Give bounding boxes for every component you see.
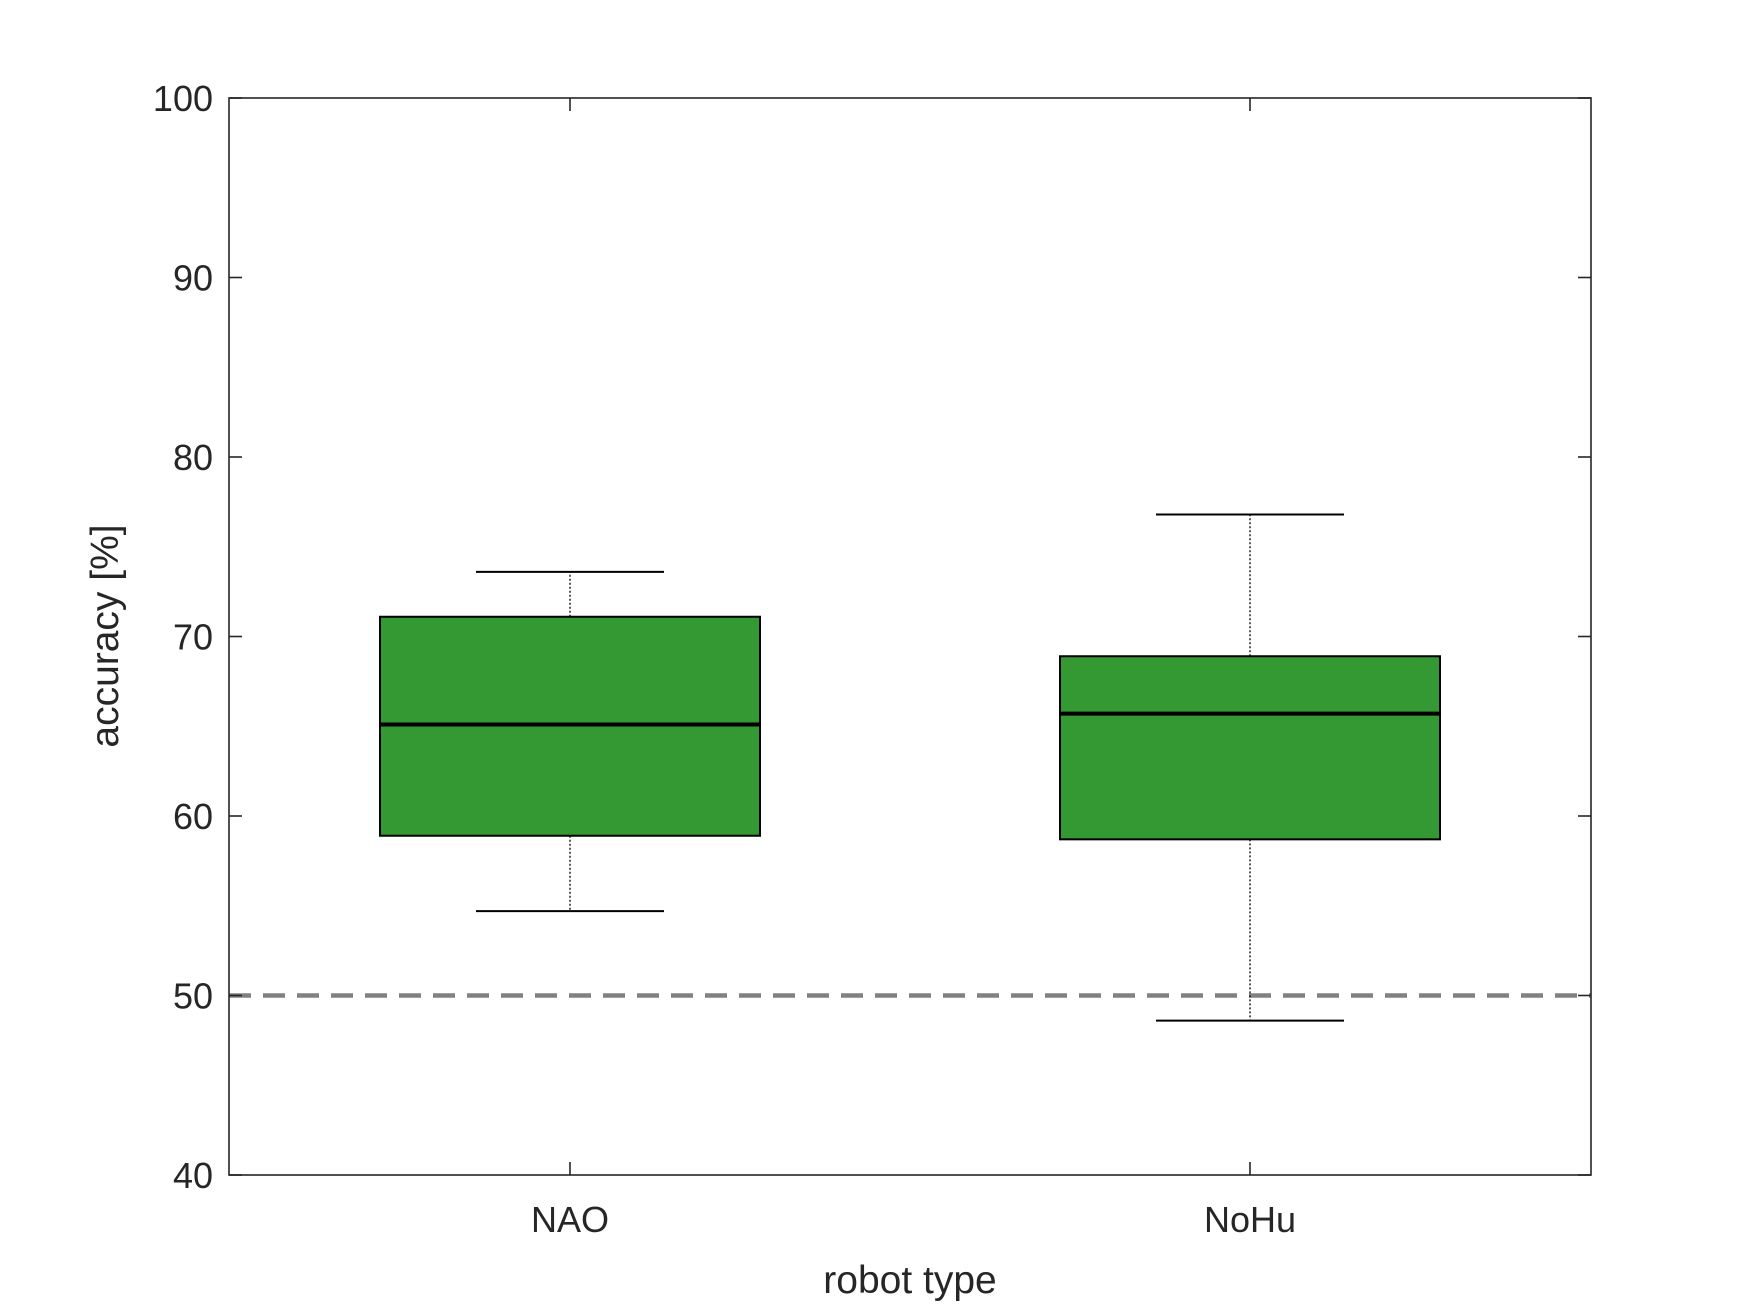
x-axis-label: robot type <box>823 1259 996 1302</box>
y-tick-label: 40 <box>173 1155 213 1196</box>
y-tick-label: 60 <box>173 796 213 837</box>
y-tick-label: 50 <box>173 976 213 1017</box>
y-axis-label: accuracy [%] <box>84 524 127 747</box>
y-tick-label: 80 <box>173 437 213 478</box>
y-tick-label: 70 <box>173 617 213 658</box>
x-tick-label: NoHu <box>1204 1199 1296 1240</box>
y-tick-label: 100 <box>153 78 213 119</box>
y-tick-label: 90 <box>173 258 213 299</box>
box-nohu <box>1059 513 1441 1022</box>
box-nao <box>379 570 761 913</box>
x-tick-label: NAO <box>531 1199 609 1240</box>
boxes-layer <box>379 513 1441 1022</box>
box-iqr <box>1059 655 1441 841</box>
ticks-layer: 40 50 60 70 80 90 100 NAO NoHu <box>153 78 1591 1240</box>
